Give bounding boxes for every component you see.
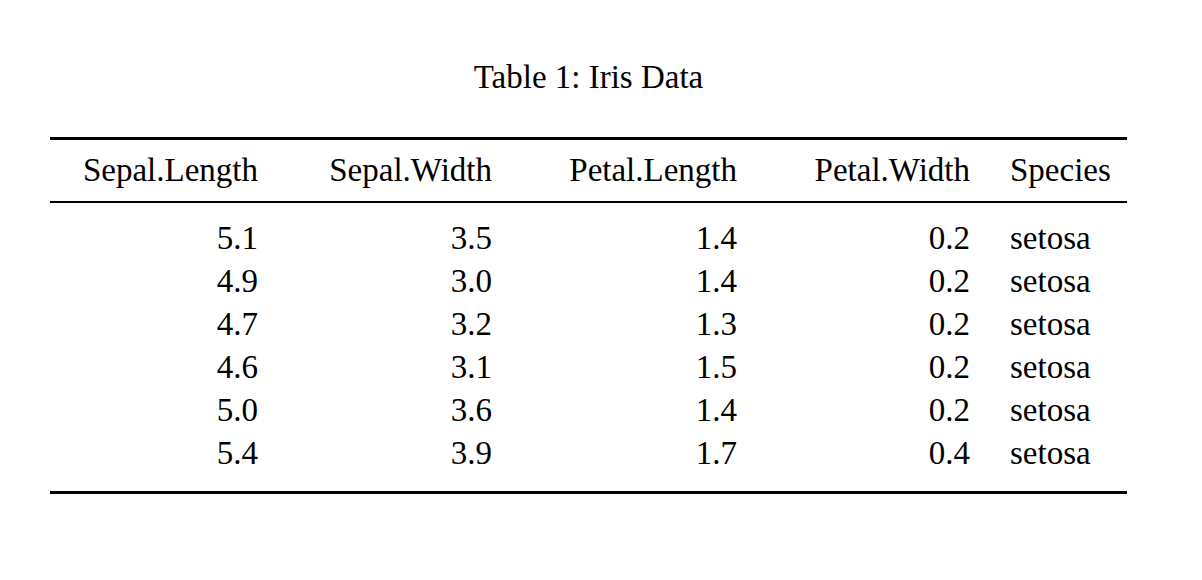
table-row: 5.0 3.6 1.4 0.2 setosa <box>50 389 1127 432</box>
table-row: 4.6 3.1 1.5 0.2 setosa <box>50 346 1127 389</box>
cell-sepal-length: 5.0 <box>50 389 258 432</box>
cell-sepal-width: 3.1 <box>258 346 492 389</box>
cell-petal-width: 0.2 <box>737 346 970 389</box>
cell-petal-length: 1.3 <box>492 303 737 346</box>
header-row: Sepal.Length Sepal.Width Petal.Length Pe… <box>50 139 1127 203</box>
table-caption: Table 1: Iris Data <box>50 58 1127 96</box>
cell-species: setosa <box>970 346 1127 389</box>
table-row: 5.1 3.5 1.4 0.2 setosa <box>50 202 1127 260</box>
cell-sepal-width: 3.0 <box>258 260 492 303</box>
cell-petal-length: 1.7 <box>492 432 737 493</box>
cell-petal-width: 0.2 <box>737 303 970 346</box>
cell-sepal-width: 3.9 <box>258 432 492 493</box>
document-page: Table 1: Iris Data Sepal.Length Sepal.Wi… <box>0 0 1202 580</box>
cell-sepal-width: 3.2 <box>258 303 492 346</box>
cell-species: setosa <box>970 432 1127 493</box>
column-header-sepal-width: Sepal.Width <box>258 139 492 203</box>
column-header-sepal-length: Sepal.Length <box>50 139 258 203</box>
cell-sepal-width: 3.6 <box>258 389 492 432</box>
column-header-species: Species <box>970 139 1127 203</box>
cell-petal-width: 0.4 <box>737 432 970 493</box>
cell-sepal-length: 4.7 <box>50 303 258 346</box>
cell-species: setosa <box>970 202 1127 260</box>
cell-species: setosa <box>970 389 1127 432</box>
iris-data-table: Sepal.Length Sepal.Width Petal.Length Pe… <box>50 137 1127 494</box>
cell-petal-width: 0.2 <box>737 389 970 432</box>
table-row: 4.7 3.2 1.3 0.2 setosa <box>50 303 1127 346</box>
cell-petal-length: 1.4 <box>492 389 737 432</box>
table-row: 5.4 3.9 1.7 0.4 setosa <box>50 432 1127 493</box>
cell-petal-width: 0.2 <box>737 202 970 260</box>
cell-sepal-length: 5.4 <box>50 432 258 493</box>
cell-sepal-length: 4.9 <box>50 260 258 303</box>
cell-species: setosa <box>970 260 1127 303</box>
cell-petal-length: 1.5 <box>492 346 737 389</box>
cell-petal-length: 1.4 <box>492 202 737 260</box>
cell-sepal-width: 3.5 <box>258 202 492 260</box>
column-header-petal-length: Petal.Length <box>492 139 737 203</box>
cell-petal-width: 0.2 <box>737 260 970 303</box>
cell-petal-length: 1.4 <box>492 260 737 303</box>
table-row: 4.9 3.0 1.4 0.2 setosa <box>50 260 1127 303</box>
cell-sepal-length: 4.6 <box>50 346 258 389</box>
cell-species: setosa <box>970 303 1127 346</box>
column-header-petal-width: Petal.Width <box>737 139 970 203</box>
cell-sepal-length: 5.1 <box>50 202 258 260</box>
